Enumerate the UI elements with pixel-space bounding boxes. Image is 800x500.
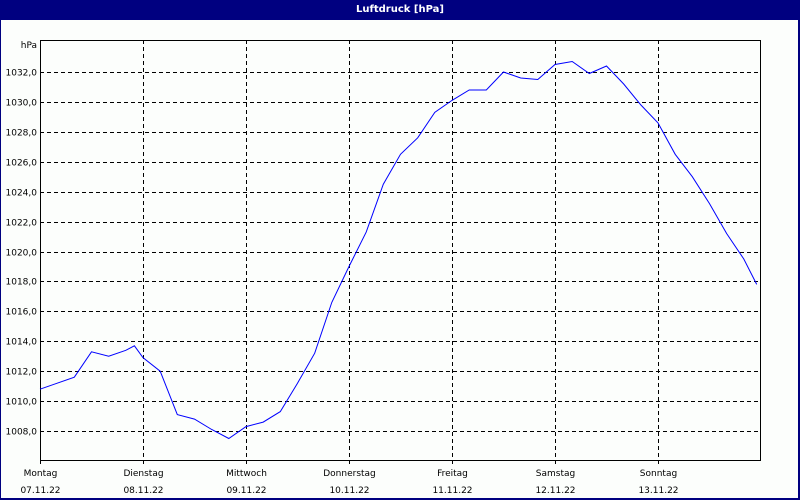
y-tick-label: 1008,0 (6, 428, 38, 438)
y-tick-label: 1016,0 (6, 308, 38, 318)
y-tick-label: 1028,0 (6, 129, 38, 139)
x-tick-day: Samstag (536, 469, 575, 479)
x-tick-date: 11.11.22 (432, 486, 472, 496)
horizontal-gridlines (40, 72, 760, 432)
vertical-gridlines (40, 40, 659, 464)
plot-frame (40, 40, 761, 461)
x-tick-date: 09.11.22 (226, 486, 266, 496)
x-tick-date: 08.11.22 (123, 486, 163, 496)
y-tick-label: 1018,0 (6, 278, 38, 288)
x-tick-day: Mittwoch (226, 469, 267, 479)
pressure-line (39, 60, 758, 440)
window-title: Luftdruck [hPa] (0, 0, 800, 20)
y-tick-label: 1022,0 (6, 219, 38, 229)
chart-area: hPa 1032,0 1030,0 1028,0 1026,0 1024,0 1022,0… (1, 20, 798, 498)
y-tick-label: 1012,0 (6, 368, 38, 378)
y-tick-label: 1014,0 (6, 338, 38, 348)
y-tick-label: 1020,0 (6, 249, 38, 259)
x-tick-day: Donnerstag (323, 469, 376, 479)
x-tick-date: 13.11.22 (638, 486, 678, 496)
y-axis-labels: 1032,0 1030,0 1028,0 1026,0 1024,0 1022,0 1020… (6, 69, 38, 438)
pressure-chart: hPa 1032,0 1030,0 1028,0 1026,0 1024,0 1022,0… (6, 40, 761, 496)
x-tick-date: 07.11.22 (20, 486, 60, 496)
x-tick-date: 12.11.22 (535, 486, 575, 496)
y-tick-label: 1024,0 (6, 189, 38, 199)
x-tick-day: Montag (24, 469, 58, 479)
y-tick-label: 1026,0 (6, 159, 38, 169)
y-tick-label: 1032,0 (6, 69, 38, 79)
x-tick-day: Dienstag (123, 469, 163, 479)
y-axis-unit: hPa (21, 41, 37, 51)
x-tick-day: Sonntag (640, 469, 677, 479)
x-tick-date: 10.11.22 (329, 486, 369, 496)
y-tick-label: 1010,0 (6, 398, 38, 408)
x-axis-labels: Montag 07.11.22 Dienstag 08.11.22 Mittwoch 09… (20, 469, 678, 496)
x-tick-day: Freitag (437, 469, 468, 479)
y-tick-label: 1030,0 (6, 99, 38, 109)
